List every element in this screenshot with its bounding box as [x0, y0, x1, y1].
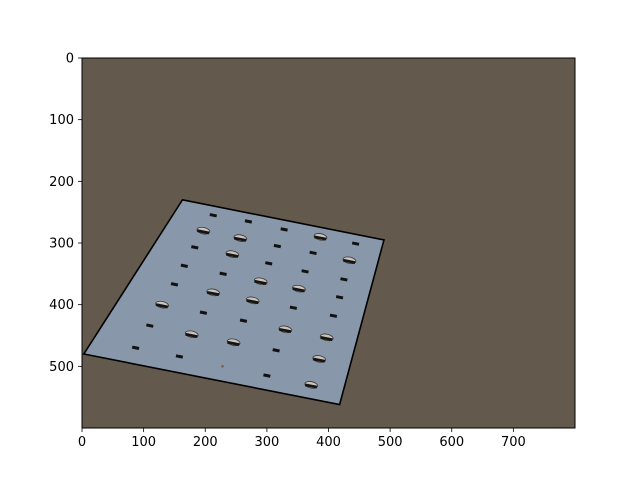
plate-feature-slot: [146, 323, 154, 328]
plate-feature-dot: [221, 365, 224, 368]
plate-feature-oval: [225, 250, 240, 258]
plate-feature-slot: [351, 241, 360, 246]
x-tick-label: 400: [316, 435, 341, 450]
plate-feature-oval: [226, 338, 241, 347]
plate-feature-oval: [342, 256, 357, 265]
plate-feature-slot: [273, 243, 282, 249]
x-tick-label: 300: [254, 435, 279, 450]
plate-feature-slot: [191, 245, 199, 250]
x-tick-label: 0: [78, 435, 86, 450]
x-tick-label: 700: [501, 435, 526, 450]
plate-feature-slot: [244, 219, 253, 224]
plate-feature-slot: [264, 261, 273, 266]
y-tick-label: 400: [49, 298, 74, 313]
plate-feature-oval: [245, 296, 260, 305]
plate-features: [131, 213, 360, 389]
plate-feature-oval: [233, 234, 248, 242]
y-tick-label: 500: [49, 360, 74, 375]
plate-feature-oval: [313, 233, 328, 241]
plate-feature-slot: [263, 373, 271, 378]
plate-feature-slot: [199, 310, 208, 315]
plate-feature-slot: [280, 227, 288, 232]
plate-feature-slot: [335, 295, 344, 300]
plate-feature-oval: [184, 330, 199, 339]
plate-feature-oval: [312, 355, 327, 363]
plate-feature-slot: [301, 269, 309, 274]
plate-feature-oval: [206, 288, 221, 297]
plate-feature-slot: [180, 263, 189, 268]
x-tick-label: 500: [378, 435, 403, 450]
plate-feature-slot: [131, 345, 140, 350]
plate-feature-slot: [239, 318, 248, 323]
y-tick-label: 0: [66, 52, 74, 67]
x-axis: 0 100 200 300 400 500 600 700: [78, 428, 526, 450]
plate-feature-oval: [155, 300, 169, 309]
x-tick-label: 600: [439, 435, 464, 450]
plate-feature-slot: [289, 305, 298, 310]
plot-area: [81, 57, 576, 429]
plate-feature-oval: [319, 333, 334, 342]
x-tick-label: 100: [131, 435, 156, 450]
plate-feature-slot: [329, 313, 338, 318]
plate-feature-slot: [219, 271, 227, 276]
y-tick-label: 100: [49, 113, 74, 128]
plate-feature-oval: [196, 226, 211, 235]
plate-feature-oval: [304, 381, 319, 389]
y-tick-label: 200: [49, 175, 74, 190]
plate-feature-oval: [292, 284, 306, 293]
plate-feature-slot: [170, 282, 179, 287]
y-axis: 0 100 200 300 400 500: [49, 52, 82, 375]
plate-feature-slot: [175, 354, 184, 359]
y-tick-label: 300: [49, 237, 74, 252]
plate-feature-slot: [272, 348, 280, 353]
x-tick-label: 200: [193, 435, 218, 450]
metal-plate: [82, 198, 385, 406]
plate-feature-slot: [340, 277, 348, 282]
plate-feature-slot: [309, 250, 317, 256]
plate-feature-oval: [278, 325, 293, 334]
plate-feature-slot: [209, 213, 217, 218]
plate-feature-oval: [253, 277, 268, 286]
